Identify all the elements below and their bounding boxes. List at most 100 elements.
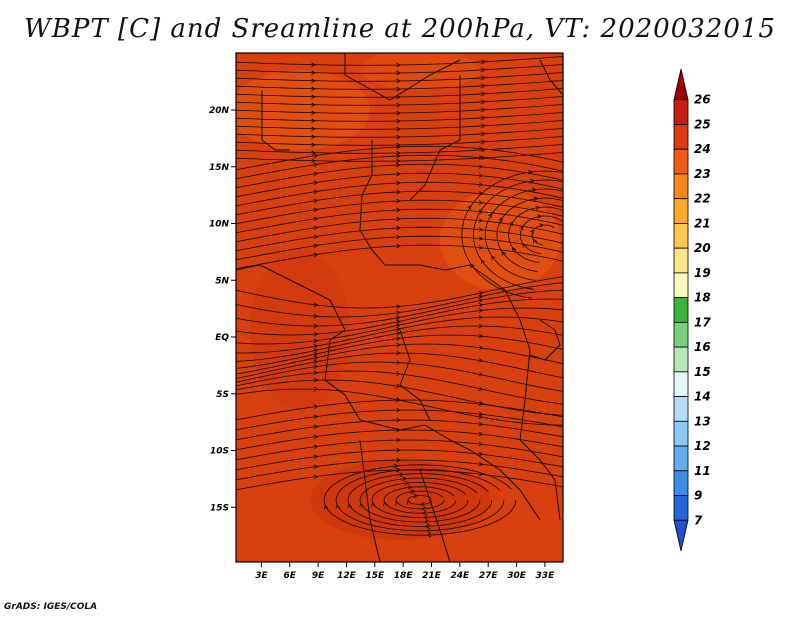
streamline-arrow bbox=[478, 291, 484, 296]
streamline-arrow bbox=[480, 259, 485, 264]
border-line bbox=[529, 319, 561, 361]
colorbar-swatch bbox=[673, 99, 689, 125]
streamline-arrow bbox=[481, 123, 486, 129]
border-line bbox=[519, 439, 561, 521]
streamline-arrow bbox=[313, 189, 319, 195]
streamline-arrow bbox=[508, 221, 514, 227]
streamline-arrow bbox=[481, 67, 486, 73]
streamline-arrow bbox=[406, 499, 412, 505]
streamline-arrow bbox=[313, 338, 319, 344]
streamline-arrow bbox=[470, 263, 475, 269]
streamline-arrow bbox=[311, 134, 316, 139]
streamline-arrow bbox=[383, 501, 388, 507]
colorbar-swatch bbox=[673, 346, 689, 373]
streamline-arrow bbox=[478, 173, 484, 178]
streamline-arrow bbox=[396, 243, 401, 249]
streamline-arrow bbox=[396, 126, 401, 132]
streamline-arrow bbox=[396, 327, 401, 332]
lat-label: 20N bbox=[209, 106, 230, 116]
lon-label: 18E bbox=[394, 571, 414, 581]
streamline-arrow bbox=[313, 377, 319, 383]
streamline-arrow bbox=[313, 434, 319, 440]
streamline-arrow bbox=[478, 411, 484, 417]
colorbar-swatch bbox=[673, 148, 689, 175]
streamline-arrow bbox=[421, 510, 427, 516]
colorbar-label: 26 bbox=[694, 93, 711, 107]
streamline-arrow bbox=[396, 371, 401, 376]
border-line bbox=[261, 90, 290, 151]
streamline-arrow bbox=[396, 397, 401, 403]
streamline-arrow bbox=[405, 480, 410, 486]
colorbar-swatch bbox=[673, 321, 689, 348]
streamline-arrow bbox=[394, 500, 400, 506]
streamline-arrow bbox=[371, 501, 376, 507]
streamline-arrow bbox=[478, 386, 484, 391]
streamline-arrow bbox=[478, 451, 484, 457]
streamline-arrow bbox=[478, 323, 484, 329]
streamline-arrow bbox=[313, 162, 319, 168]
streamline-arrow bbox=[313, 171, 319, 177]
streamline-arrow bbox=[313, 153, 319, 159]
border-line bbox=[344, 53, 461, 101]
streamline-arrow bbox=[313, 474, 319, 480]
colorbar-label: 18 bbox=[694, 291, 711, 305]
colorbar-swatch bbox=[673, 420, 689, 447]
streamline-arrow bbox=[467, 205, 472, 210]
streamline-arrow bbox=[481, 107, 486, 113]
streamline-arrow bbox=[481, 83, 486, 89]
streamline-arrow bbox=[313, 355, 319, 361]
streamline-arrow bbox=[396, 62, 401, 68]
wbpt-shade-patch bbox=[310, 460, 490, 540]
colorbar-label: 15 bbox=[694, 365, 711, 379]
streamline-arrow bbox=[498, 217, 503, 223]
streamline-arrow bbox=[396, 331, 401, 336]
border-line bbox=[359, 439, 381, 562]
colorbar: 26 25 24 23 22 21 20 19 18 17 16 15 14 13 12 11 9 7 bbox=[673, 68, 711, 552]
streamline-arrow bbox=[478, 236, 484, 241]
streamline-arrow bbox=[410, 489, 416, 494]
border-line bbox=[449, 439, 541, 521]
streamline-arrow bbox=[396, 417, 401, 423]
streamline-arrow bbox=[313, 207, 319, 213]
colorbar-swatch bbox=[673, 272, 689, 299]
streamline-arrow bbox=[396, 70, 401, 76]
streamline-arrow bbox=[396, 153, 401, 159]
streamline-arrow bbox=[396, 216, 401, 222]
lat-label: 10S bbox=[210, 447, 229, 457]
lat-label: 10N bbox=[209, 220, 230, 230]
streamline-arrow bbox=[313, 302, 319, 308]
streamline-arrow bbox=[402, 476, 407, 482]
streamline-arrow bbox=[311, 86, 316, 91]
streamline-arrow bbox=[529, 178, 535, 184]
colorbar-swatch bbox=[673, 495, 689, 521]
streamline-arrow bbox=[481, 115, 486, 121]
streamline-arrow bbox=[407, 485, 413, 490]
streamline-arrow bbox=[313, 198, 319, 204]
lon-label: 33E bbox=[536, 571, 556, 581]
streamline-arrow bbox=[313, 352, 319, 357]
colorbar-label: 21 bbox=[694, 216, 711, 230]
country-borders bbox=[236, 53, 563, 562]
streamline-arrow bbox=[478, 358, 484, 363]
streamline-arrow bbox=[478, 302, 484, 308]
streamline-arrow bbox=[396, 447, 401, 453]
lon-label: 6E bbox=[284, 571, 297, 581]
streamline-arrow bbox=[396, 118, 401, 124]
colorbar-swatch bbox=[673, 371, 689, 397]
streamline-arrow bbox=[311, 126, 316, 131]
streamline-arrow bbox=[313, 464, 319, 470]
streamline-arrow bbox=[478, 298, 484, 303]
streamline-arrow bbox=[396, 234, 401, 240]
colorbar-label: 23 bbox=[694, 167, 711, 181]
lon-label: 12E bbox=[337, 571, 357, 581]
colorbar-label: 20 bbox=[694, 241, 711, 255]
colorbar-swatch bbox=[673, 470, 689, 496]
streamline-arrow bbox=[478, 155, 484, 160]
lat-label: 5S bbox=[216, 390, 229, 400]
border-line bbox=[359, 419, 451, 441]
streamline-arrow bbox=[396, 102, 401, 108]
streamline-arrow bbox=[425, 528, 431, 533]
streamline-arrow bbox=[396, 437, 401, 443]
colorbar-swatch bbox=[673, 396, 689, 422]
streamline-arrow bbox=[311, 94, 316, 99]
